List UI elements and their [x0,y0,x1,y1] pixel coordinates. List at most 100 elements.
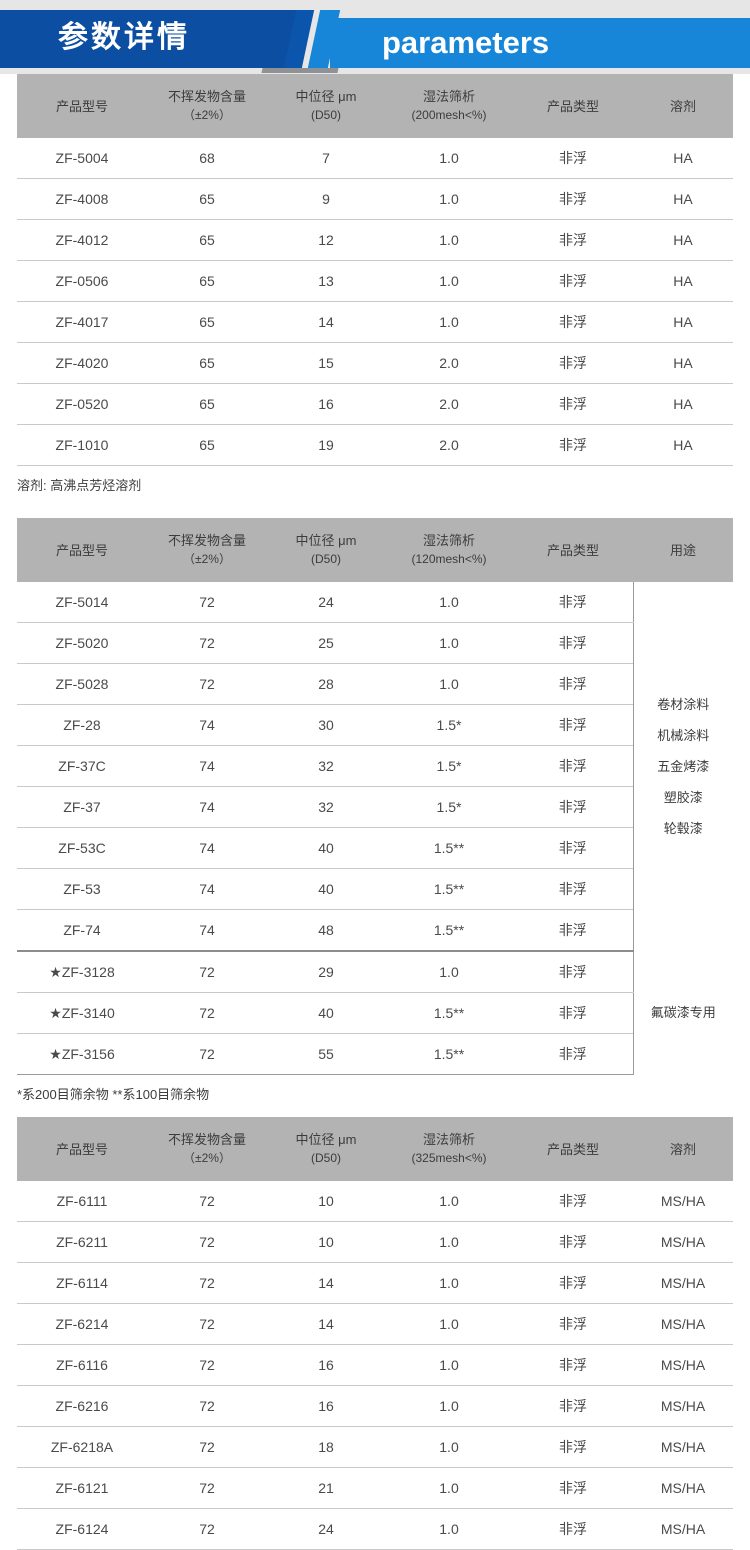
cell-sieve: 1.0 [385,1221,513,1263]
table-row: ZF-1010 65 19 2.0 非浮 HA [17,424,733,466]
cell-type: 非浮 [513,868,633,910]
cell-type: 非浮 [513,1262,633,1304]
cell-d50: 48 [267,909,385,952]
table-row: ZF-6124 72 24 1.0 非浮 MS/HA [17,1508,733,1550]
cell-sieve: 1.5** [385,868,513,910]
table-1-header-row: 产品型号 不挥发物含量 （±2%） 中位径 μm (D50) 湿法筛析 (200… [17,74,733,138]
usage-line: 五金烤漆 [657,759,710,774]
cell-nonvolatile: 65 [147,301,267,343]
cell-sieve: 1.0 [385,663,513,705]
cell-nonvolatile: 65 [147,424,267,466]
cell-product-model: ZF-0506 [17,260,147,302]
cell-product-model: ★ZF-3140 [17,992,147,1034]
cell-d50: 21 [267,1467,385,1509]
cell-nonvolatile: 65 [147,342,267,384]
cell-sieve: 2.0 [385,383,513,425]
cell-d50: 10 [267,1221,385,1263]
th-median-diameter: 中位径 μm (D50) [267,74,385,138]
usage-line: 卷材涂料 [657,697,710,712]
cell-sieve: 1.5** [385,1033,513,1075]
table-row: ZF-6116 72 16 1.0 非浮 MS/HA [17,1344,733,1386]
cell-nonvolatile: 74 [147,827,267,869]
cell-d50: 10 [267,1181,385,1222]
th-nonvolatile-content: 不挥发物含量 （±2%） [147,74,267,138]
cell-sieve: 1.0 [385,219,513,261]
cell-sieve: 1.0 [385,301,513,343]
cell-nonvolatile: 65 [147,383,267,425]
cell-sieve: 1.0 [385,1303,513,1345]
cell-sieve: 1.5* [385,745,513,787]
cell-solvent: MS/HA [633,1508,733,1550]
table-1-section: 产品型号 不挥发物含量 （±2%） 中位径 μm (D50) 湿法筛析 (200… [0,74,750,466]
page-banner: 参数详情 parameters [0,0,750,74]
cell-nonvolatile: 65 [147,260,267,302]
cell-type: 非浮 [513,786,633,828]
cell-type: 非浮 [513,424,633,466]
cell-nonvolatile: 74 [147,786,267,828]
cell-nonvolatile: 72 [147,1033,267,1075]
cell-nonvolatile: 72 [147,1426,267,1468]
cell-d50: 13 [267,260,385,302]
cell-product-model: ZF-5014 [17,582,147,623]
cell-d50: 15 [267,342,385,384]
table-row: ZF-5028 72 28 1.0 非浮 [17,663,733,705]
cell-nonvolatile: 74 [147,704,267,746]
table-row: ★ZF-3128 72 29 1.0 非浮 氟碳漆专用 [17,951,733,1075]
usage-line: 塑胶漆 [663,790,703,805]
cell-product-model: ★ZF-3128 [17,951,147,993]
banner-shadow [261,68,339,73]
cell-type: 非浮 [513,1426,633,1468]
cell-sieve: 1.0 [385,178,513,220]
cell-solvent: MS/HA [633,1181,733,1222]
table-row: ZF-6216 72 16 1.0 非浮 MS/HA [17,1385,733,1427]
cell-solvent: MS/HA [633,1426,733,1468]
cell-nonvolatile: 74 [147,909,267,952]
cell-sieve: 1.0 [385,260,513,302]
parameters-table-1: 产品型号 不挥发物含量 （±2%） 中位径 μm (D50) 湿法筛析 (200… [17,74,733,466]
cell-type: 非浮 [513,582,633,623]
cell-type: 非浮 [513,219,633,261]
cell-solvent: MS/HA [633,1344,733,1386]
th-product-type: 产品类型 [513,74,633,138]
table-row: ZF-5004 68 7 1.0 非浮 HA [17,138,733,179]
cell-nonvolatile: 72 [147,1508,267,1550]
cell-nonvolatile: 72 [147,1262,267,1304]
cell-product-model: ZF-74 [17,909,147,952]
banner-title-chinese: 参数详情 [58,21,190,54]
cell-d50: 25 [267,622,385,664]
th-median-diameter: 中位径 μm (D50) [267,1117,385,1181]
table-1-body: ZF-5004 68 7 1.0 非浮 HA ZF-4008 65 9 1.0 非浮 HA ZF-4… [17,138,733,466]
cell-type: 非浮 [513,383,633,425]
cell-type: 非浮 [513,745,633,787]
table-2-head: 产品型号 不挥发物含量 （±2%） 中位径 μm (D50) 湿法筛析 (120… [17,518,733,582]
th-wet-sieve: 湿法筛析 (120mesh<%) [385,518,513,582]
cell-d50: 32 [267,745,385,787]
table-row: ZF-4008 65 9 1.0 非浮 HA [17,178,733,220]
cell-sieve: 1.0 [385,138,513,179]
cell-sieve: 1.0 [385,1508,513,1550]
table-row: ZF-53C 74 40 1.5** 非浮 [17,827,733,869]
cell-sieve: 1.5* [385,704,513,746]
usage-line: 轮毂漆 [663,821,703,836]
usage-line: 机械涂料 [657,728,710,743]
cell-sieve: 2.0 [385,424,513,466]
cell-solvent: HA [633,138,733,179]
cell-nonvolatile: 72 [147,992,267,1034]
table-row: ZF-6114 72 14 1.0 非浮 MS/HA [17,1262,733,1304]
table-row: ZF-5014 72 24 1.0 非浮 卷材涂料 机械涂料 五金烤漆 塑胶漆 … [17,582,733,951]
cell-type: 非浮 [513,951,633,993]
cell-solvent: MS/HA [633,1467,733,1509]
cell-sieve: 1.0 [385,582,513,623]
cell-type: 非浮 [513,1303,633,1345]
cell-sieve: 1.0 [385,1467,513,1509]
cell-solvent: HA [633,301,733,343]
cell-d50: 14 [267,1303,385,1345]
cell-solvent: HA [633,219,733,261]
cell-d50: 40 [267,827,385,869]
cell-product-model: ZF-6214 [17,1303,147,1345]
cell-type: 非浮 [513,622,633,664]
cell-sieve: 1.5** [385,827,513,869]
th-solvent: 溶剂 [633,1117,733,1181]
cell-solvent: MS/HA [633,1221,733,1263]
parameters-table-3: 产品型号 不挥发物含量 （±2%） 中位径 μm (D50) 湿法筛析 (325… [17,1117,733,1550]
